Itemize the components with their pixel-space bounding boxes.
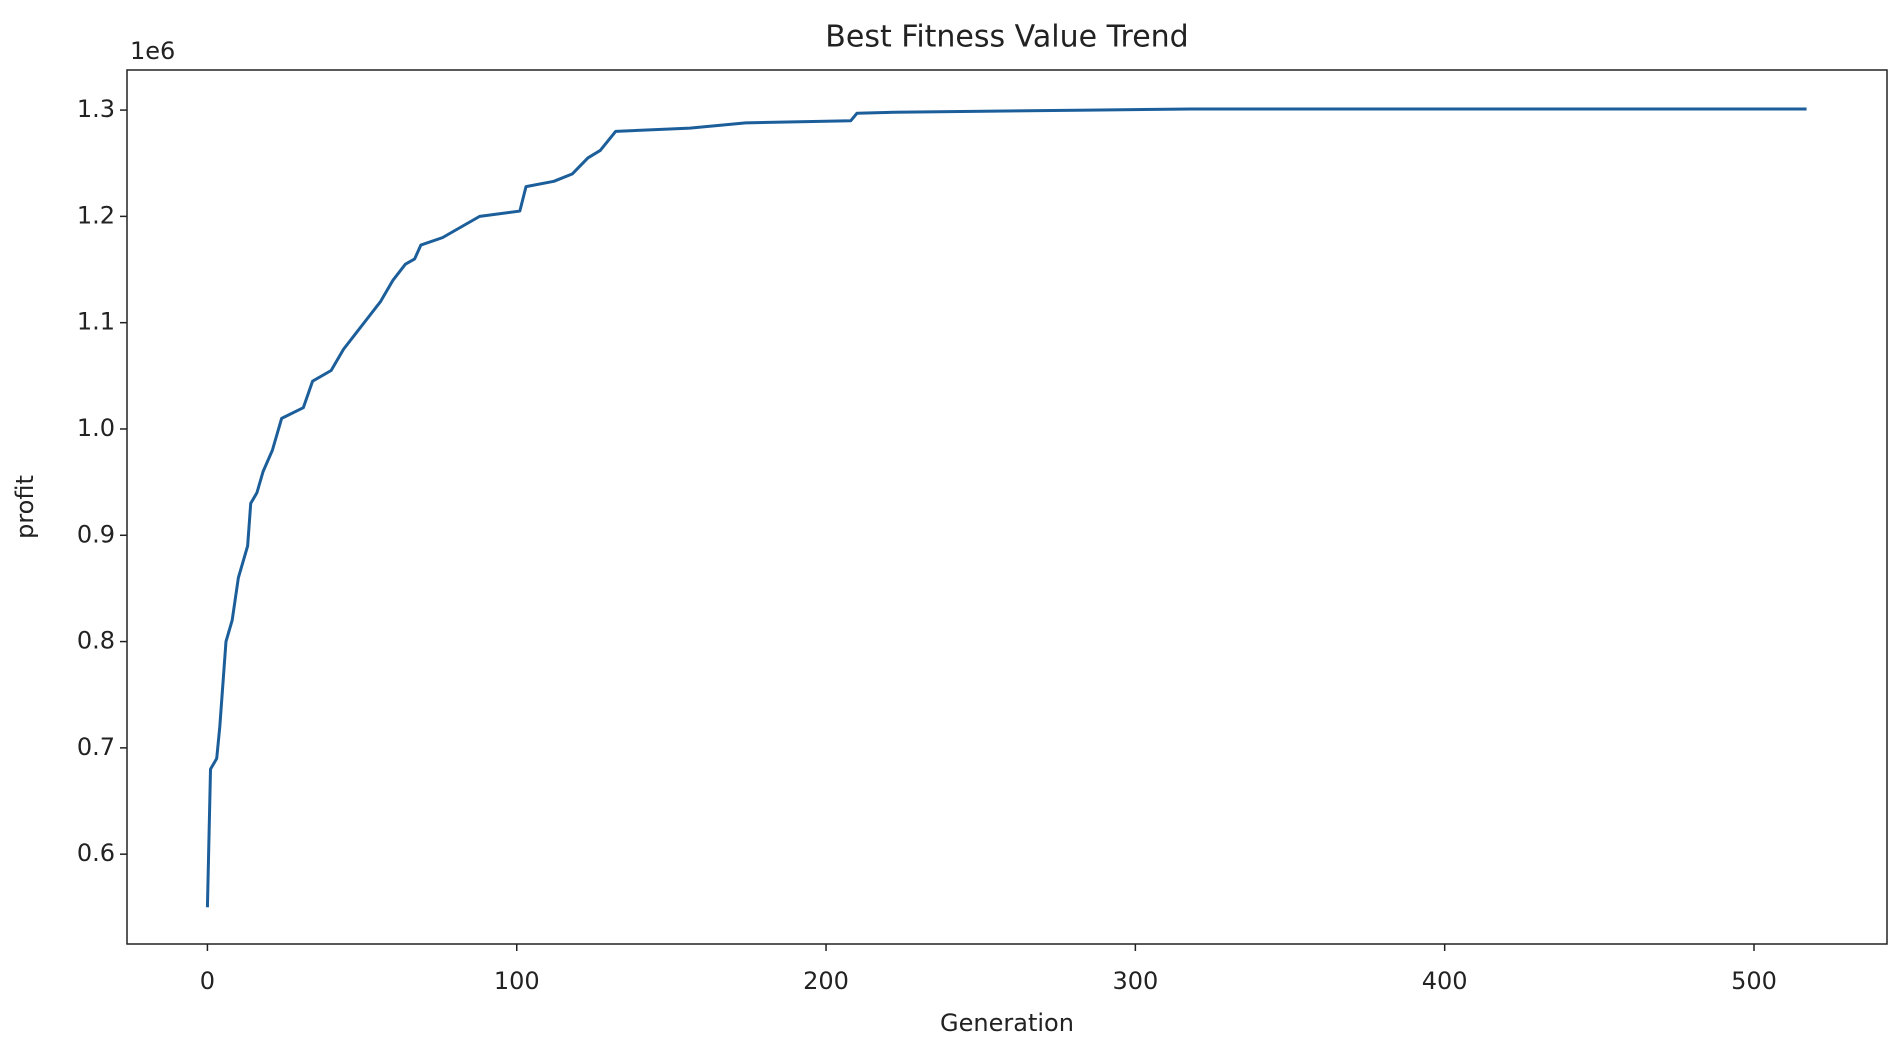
- x-tick-label: 0: [200, 967, 215, 995]
- x-tick-label: 400: [1422, 967, 1468, 995]
- y-tick-label: 1.3: [77, 95, 115, 123]
- y-tick-label: 0.6: [77, 839, 115, 867]
- x-tick-label: 100: [494, 967, 540, 995]
- series-line: [205, 107, 1807, 908]
- x-tick-label: 200: [803, 967, 849, 995]
- x-axis-label: Generation: [940, 1009, 1074, 1037]
- y-tick-label: 0.8: [77, 627, 115, 655]
- plot-frame: [126, 69, 1888, 945]
- y-tick-label: 1.0: [77, 414, 115, 442]
- chart-title: Best Fitness Value Trend: [825, 20, 1188, 55]
- y-tick-label: 1.1: [77, 308, 115, 336]
- y-axis-label: profit: [11, 475, 39, 539]
- y-tick-label: 0.9: [77, 520, 115, 548]
- x-tick-label: 300: [1112, 967, 1158, 995]
- y-tick-label: 0.7: [77, 733, 115, 761]
- y-offset-label: 1e6: [130, 37, 175, 65]
- y-tick-label: 1.2: [77, 201, 115, 229]
- x-tick-label: 500: [1731, 967, 1777, 995]
